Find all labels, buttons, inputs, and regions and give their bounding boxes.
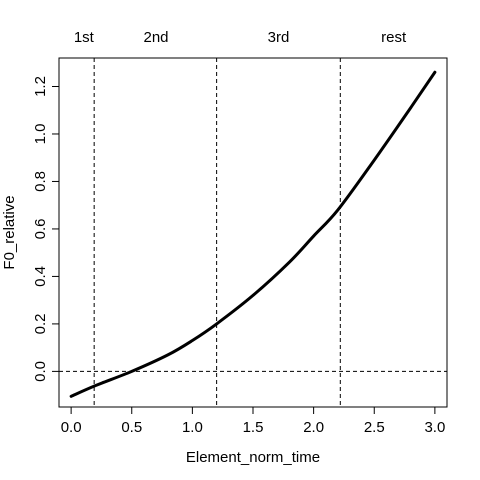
y-tick-label: 1.0	[32, 124, 49, 145]
x-tick-label: 2.5	[364, 419, 385, 436]
reference-lines	[59, 58, 447, 407]
segment-label: 2nd	[143, 29, 168, 46]
y-tick-label: 1.2	[32, 76, 49, 97]
series-layer	[69, 70, 437, 398]
x-tick-label: 0.5	[121, 419, 142, 436]
x-axis: 0.0 0.5 1.0 1.5 2.0 2.5 3.0	[61, 406, 445, 436]
x-tick-label: 3.0	[424, 419, 445, 436]
segment-label: 1st	[74, 29, 95, 46]
y-axis: 0.0 0.2 0.4 0.6 0.8 1.0 1.2	[32, 76, 60, 382]
x-tick-label: 0.0	[61, 419, 82, 436]
x-tick-label: 1.5	[243, 419, 264, 436]
y-tick-label: 0.0	[32, 361, 49, 382]
segment-label: 3rd	[268, 29, 290, 46]
plot-area-border	[58, 57, 448, 408]
x-tick-label: 1.0	[182, 419, 203, 436]
y-tick-label: 0.2	[32, 313, 49, 334]
segment-labels: 1st 2nd 3rd rest	[74, 29, 407, 46]
y-tick-label: 0.4	[32, 266, 49, 287]
x-tick-label: 2.0	[303, 419, 324, 436]
x-axis-title: Element_norm_time	[186, 449, 320, 466]
segment-label: rest	[381, 29, 407, 46]
y-tick-label: 0.6	[32, 219, 49, 240]
y-tick-label: 0.8	[32, 171, 49, 192]
series-line	[69, 70, 437, 398]
y-axis-title: F0_relative	[1, 195, 18, 269]
